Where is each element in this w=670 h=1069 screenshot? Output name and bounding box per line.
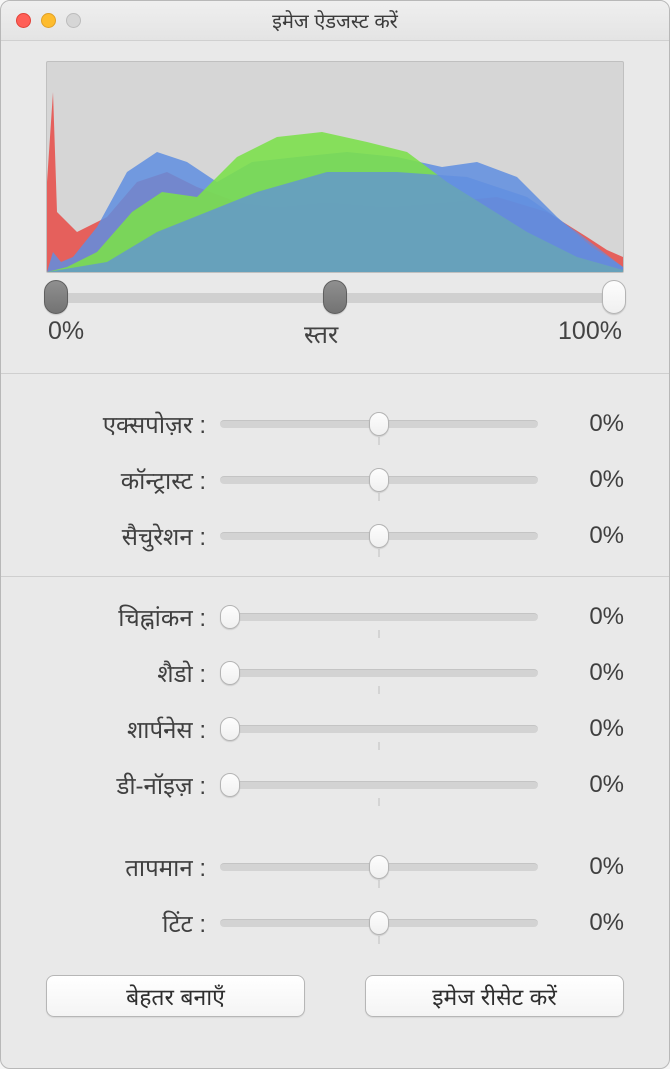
tint-value: 0% <box>544 909 624 937</box>
shadows-value: 0% <box>544 659 624 687</box>
denoise-thumb[interactable] <box>220 773 240 797</box>
sharpness-slider[interactable] <box>214 714 544 744</box>
shadows-thumb[interactable] <box>220 661 240 685</box>
contrast-row: कॉन्ट्रास्ट : 0% <box>46 452 624 508</box>
exposure-thumb[interactable] <box>369 412 389 436</box>
saturation-thumb[interactable] <box>369 524 389 548</box>
zoom-icon <box>66 13 81 28</box>
levels-mid-thumb[interactable] <box>323 280 347 314</box>
temperature-value: 0% <box>544 853 624 881</box>
saturation-slider[interactable] <box>214 521 544 551</box>
levels-labels: 0% स्तर 100% <box>46 317 624 361</box>
saturation-row: सैचुरेशन : 0% <box>46 508 624 564</box>
contrast-slider[interactable] <box>214 465 544 495</box>
footer: बेहतर बनाएँ इमेज रीसेट करें <box>1 951 669 1017</box>
denoise-value: 0% <box>544 771 624 799</box>
highlights-slider[interactable] <box>214 602 544 632</box>
highlights-row: चिह्नांकन : 0% <box>46 589 624 645</box>
exposure-slider[interactable] <box>214 409 544 439</box>
tint-label: टिंट : <box>46 907 214 940</box>
saturation-value: 0% <box>544 522 624 550</box>
minimize-icon[interactable] <box>41 13 56 28</box>
levels-right-label: 100% <box>558 317 622 351</box>
temperature-thumb[interactable] <box>369 855 389 879</box>
shadows-row: शैडो : 0% <box>46 645 624 701</box>
contrast-thumb[interactable] <box>369 468 389 492</box>
levels-black-thumb[interactable] <box>44 280 68 314</box>
sharpness-row: शार्पनेस : 0% <box>46 701 624 757</box>
traffic-lights <box>16 13 81 28</box>
highlights-value: 0% <box>544 603 624 631</box>
highlights-label: चिह्नांकन : <box>46 601 214 634</box>
levels-slider[interactable] <box>56 293 614 303</box>
exposure-value: 0% <box>544 410 624 438</box>
shadows-label: शैडो : <box>46 657 214 690</box>
tint-thumb[interactable] <box>369 911 389 935</box>
titlebar: इमेज ऐडजस्ट करें <box>1 1 669 41</box>
content: 0% स्तर 100% एक्सपोज़र : 0% कॉन्ट्रास्ट … <box>1 41 669 951</box>
sharpness-label: शार्पनेस : <box>46 713 214 746</box>
sharpness-value: 0% <box>544 715 624 743</box>
histogram <box>46 61 624 273</box>
denoise-row: डी-नॉइज़ : 0% <box>46 757 624 813</box>
close-icon[interactable] <box>16 13 31 28</box>
window-title: इमेज ऐडजस्ट करें <box>16 7 654 34</box>
levels-white-thumb[interactable] <box>602 280 626 314</box>
adjust-image-window: इमेज ऐडजस्ट करें 0% स्तर 100% एक्सपोज़र … <box>0 0 670 1069</box>
levels-left-label: 0% <box>48 317 84 351</box>
temperature-row: तापमान : 0% <box>46 839 624 895</box>
highlights-thumb[interactable] <box>220 605 240 629</box>
contrast-value: 0% <box>544 466 624 494</box>
auto-enhance-button[interactable]: बेहतर बनाएँ <box>46 975 305 1017</box>
temperature-slider[interactable] <box>214 852 544 882</box>
levels-mid-label: स्तर <box>304 317 338 351</box>
tint-row: टिंट : 0% <box>46 895 624 951</box>
exposure-label: एक्सपोज़र : <box>46 408 214 441</box>
contrast-label: कॉन्ट्रास्ट : <box>46 464 214 497</box>
shadows-slider[interactable] <box>214 658 544 688</box>
reset-image-button[interactable]: इमेज रीसेट करें <box>365 975 624 1017</box>
denoise-slider[interactable] <box>214 770 544 800</box>
temperature-label: तापमान : <box>46 851 214 884</box>
sharpness-thumb[interactable] <box>220 717 240 741</box>
exposure-row: एक्सपोज़र : 0% <box>46 396 624 452</box>
denoise-label: डी-नॉइज़ : <box>46 769 214 802</box>
saturation-label: सैचुरेशन : <box>46 520 214 553</box>
tint-slider[interactable] <box>214 908 544 938</box>
